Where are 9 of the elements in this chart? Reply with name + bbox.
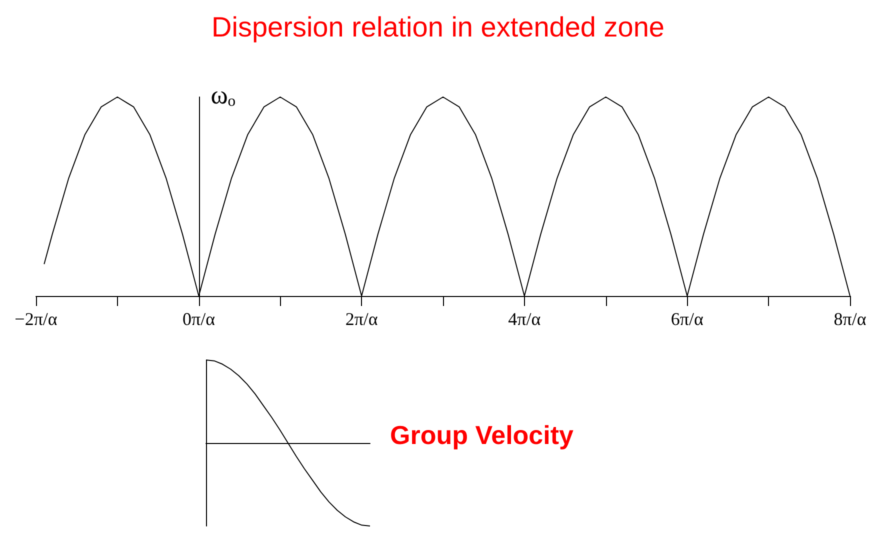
x-tick-label: 6π/α — [670, 309, 704, 329]
chart-title: Dispersion relation in extended zone — [212, 12, 664, 42]
x-tick-label: 2π/α — [345, 309, 378, 329]
x-tick-label: −2π/α — [14, 309, 58, 329]
x-tick-label: 8π/α — [834, 309, 867, 329]
text: Group Velocity — [390, 420, 574, 450]
y-axis-title: ωₒ — [210, 80, 236, 110]
x-tick-label: 0π/α — [182, 309, 216, 329]
x-tick-label: 4π/α — [508, 309, 542, 329]
